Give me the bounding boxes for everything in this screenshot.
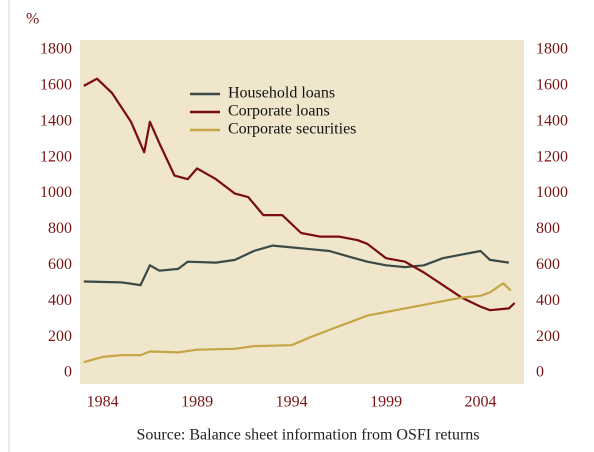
series-line bbox=[83, 282, 512, 364]
y-tick-label: 1000 bbox=[40, 184, 72, 201]
y2-tick-label: 800 bbox=[536, 220, 560, 237]
x-tick-label: 2004 bbox=[465, 394, 497, 411]
source-note: Source: Balance sheet information from O… bbox=[136, 427, 479, 444]
y-tick-label: 800 bbox=[48, 220, 72, 237]
y-tick-label: 1400 bbox=[40, 112, 72, 129]
series-line bbox=[83, 77, 516, 312]
y-tick-label: 1800 bbox=[40, 41, 72, 58]
plot-area bbox=[80, 40, 524, 384]
legend-label: Corporate securities bbox=[228, 121, 356, 138]
legend-label: Corporate loans bbox=[228, 103, 330, 120]
y2-tick-label: 0 bbox=[536, 364, 544, 381]
x-tick-label: 1999 bbox=[370, 394, 402, 411]
y-tick-label: 0 bbox=[64, 364, 72, 381]
y2-tick-label: 1800 bbox=[536, 41, 568, 58]
y-tick-label: 200 bbox=[48, 328, 72, 345]
y2-tick-label: 1000 bbox=[536, 184, 568, 201]
y-tick-label: 1200 bbox=[40, 148, 72, 165]
y2-tick-label: 1200 bbox=[536, 148, 568, 165]
y-unit-label: % bbox=[26, 11, 39, 28]
y2-tick-label: 200 bbox=[536, 328, 560, 345]
legend-label: Household loans bbox=[228, 85, 335, 102]
y2-tick-label: 1400 bbox=[536, 112, 568, 129]
y2-tick-label: 400 bbox=[536, 292, 560, 309]
series-line bbox=[83, 244, 510, 287]
y2-tick-label: 1600 bbox=[536, 77, 568, 94]
x-tick-label: 1989 bbox=[181, 394, 213, 411]
y-tick-label: 600 bbox=[48, 256, 72, 273]
y-tick-label: 1600 bbox=[40, 77, 72, 94]
x-tick-label: 1994 bbox=[276, 394, 308, 411]
y2-tick-label: 600 bbox=[536, 256, 560, 273]
y-tick-label: 400 bbox=[48, 292, 72, 309]
x-tick-label: 1984 bbox=[87, 394, 119, 411]
